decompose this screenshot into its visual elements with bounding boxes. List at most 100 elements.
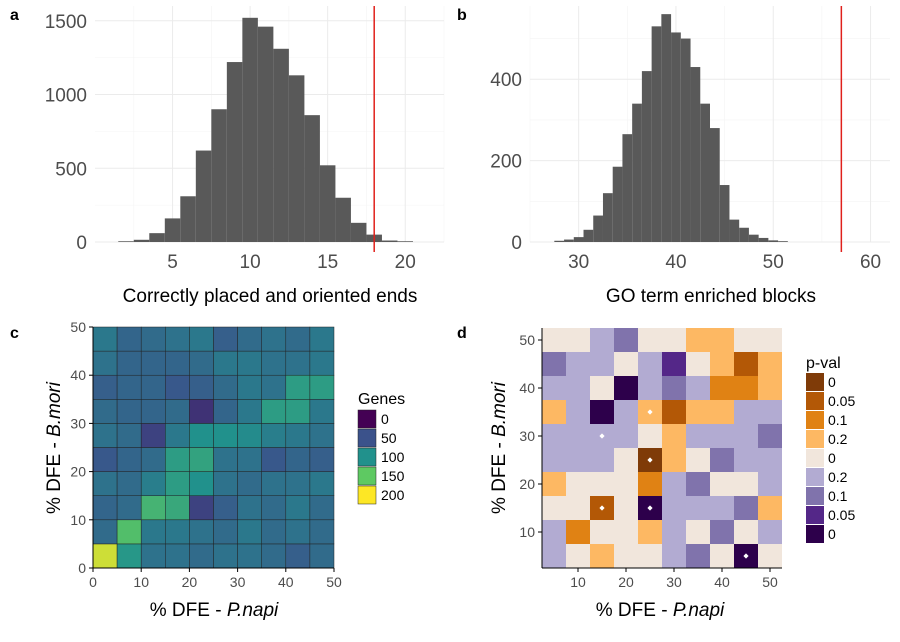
heatmap-cell	[92, 519, 118, 545]
heatmap-cell	[237, 519, 262, 545]
y-axis-title-species: B.mori	[44, 381, 65, 437]
heatmap-cell	[542, 328, 566, 352]
heatmap-cell	[638, 424, 662, 448]
histogram-bar	[273, 48, 289, 243]
heatmap-cell	[686, 424, 710, 448]
legend-swatch	[357, 466, 377, 486]
significance-marker	[647, 505, 653, 511]
heatmap-cell	[285, 326, 311, 352]
histogram-bar	[211, 109, 227, 242]
heatmap-cell	[662, 376, 686, 400]
heatmap-cell	[285, 519, 311, 545]
heatmap-cell	[710, 496, 734, 520]
x-tick-label: 10	[240, 252, 261, 273]
heatmap-cell	[590, 376, 614, 400]
legend-label: 150	[381, 468, 405, 484]
x-axis-title-prefix: % DFE -	[596, 600, 673, 621]
y-axis-title-prefix: % DFE -	[44, 437, 65, 514]
heatmap-cell	[542, 520, 566, 544]
histogram-bar	[288, 75, 305, 242]
heatmap-cell	[662, 400, 686, 424]
histogram-bar	[583, 229, 594, 242]
heatmap-cell	[213, 471, 238, 496]
heatmap-cell	[614, 424, 638, 448]
heatmap-cell	[662, 352, 686, 376]
heatmap-cell	[710, 520, 734, 544]
y-tick-label: 200	[490, 152, 522, 173]
heatmap-cell	[116, 423, 142, 448]
histogram-bar	[381, 240, 398, 242]
heatmap-cell	[116, 326, 142, 352]
heatmap-cell	[261, 350, 287, 376]
x-axis-title: % DFE - P.napi	[596, 600, 725, 621]
heatmap-cell	[189, 423, 214, 448]
heatmap-cell	[213, 399, 238, 424]
heatmap-cell	[237, 543, 262, 569]
heatmap-cell	[614, 376, 638, 400]
heatmap-cell	[614, 448, 638, 472]
legend-label: 100	[381, 449, 405, 465]
histogram-bar	[641, 71, 652, 242]
heatmap-cell	[566, 448, 590, 472]
y-axis-title: % DFE - B.mori	[489, 381, 510, 514]
heatmap-cell	[165, 326, 190, 352]
heatmap-cell	[285, 447, 311, 472]
heatmap-cell	[92, 447, 118, 472]
heatmap-cell	[189, 447, 214, 472]
heatmap-cell	[261, 519, 287, 545]
histogram-bar	[622, 134, 633, 242]
heatmap-cell	[734, 448, 758, 472]
heatmap-cell	[590, 520, 614, 544]
panel-letter-c: c	[10, 325, 19, 342]
histogram-bar	[573, 237, 584, 242]
legend-label: 0	[381, 411, 389, 427]
heatmap-cell	[285, 543, 311, 569]
heatmap-cell	[566, 328, 590, 352]
histogram-bar	[133, 239, 150, 242]
heatmap-cell	[140, 447, 166, 472]
legend-label: 0.1	[828, 488, 848, 504]
heatmap-cell	[261, 447, 287, 472]
heatmap-cell	[686, 328, 710, 352]
heatmap-cell	[542, 376, 566, 400]
x-tick-label: 30	[230, 574, 246, 590]
heatmap-cell	[614, 520, 638, 544]
heatmap-cell	[140, 543, 166, 569]
heatmap-cell	[309, 519, 335, 545]
heatmap-cell	[686, 376, 710, 400]
heatmap-cell	[566, 352, 590, 376]
y-tick-label: 20	[70, 464, 86, 480]
histogram-bar	[397, 241, 413, 242]
legend-label: 0.05	[828, 507, 855, 523]
heatmap-cell	[165, 350, 190, 376]
y-tick-label: 30	[70, 415, 86, 431]
heatmap-cell	[758, 376, 782, 400]
heatmap-cell	[662, 328, 686, 352]
x-axis-title: GO term enriched blocks	[606, 286, 816, 307]
heatmap-cell	[662, 472, 686, 496]
heatmap-cell	[213, 350, 238, 376]
heatmap-cell	[237, 447, 262, 472]
heatmap-cell	[638, 472, 662, 496]
heatmap-cell	[710, 400, 734, 424]
heatmap-cell	[614, 472, 638, 496]
heatmap-cell	[213, 423, 238, 448]
heatmap-cell	[140, 495, 166, 521]
x-tick-label: 20	[618, 574, 634, 590]
significance-marker	[647, 457, 653, 463]
heatmap-cell	[590, 352, 614, 376]
heatmap-cell	[686, 496, 710, 520]
x-tick-label: 30	[568, 252, 589, 273]
heatmap-cell	[237, 350, 262, 376]
heatmap-cell	[686, 544, 710, 568]
legend-label: 0	[828, 374, 836, 390]
legend-label: 0	[828, 450, 836, 466]
legend-swatch	[806, 430, 824, 448]
legend: Genes 0 50 100 150 200	[357, 391, 405, 505]
histogram-bar	[118, 241, 134, 242]
heatmap-cell	[116, 350, 142, 376]
heatmap-cell	[189, 374, 214, 400]
heatmap-cell	[165, 543, 190, 569]
heatmap-cell	[309, 423, 335, 448]
x-tick-label: 50	[326, 574, 342, 590]
